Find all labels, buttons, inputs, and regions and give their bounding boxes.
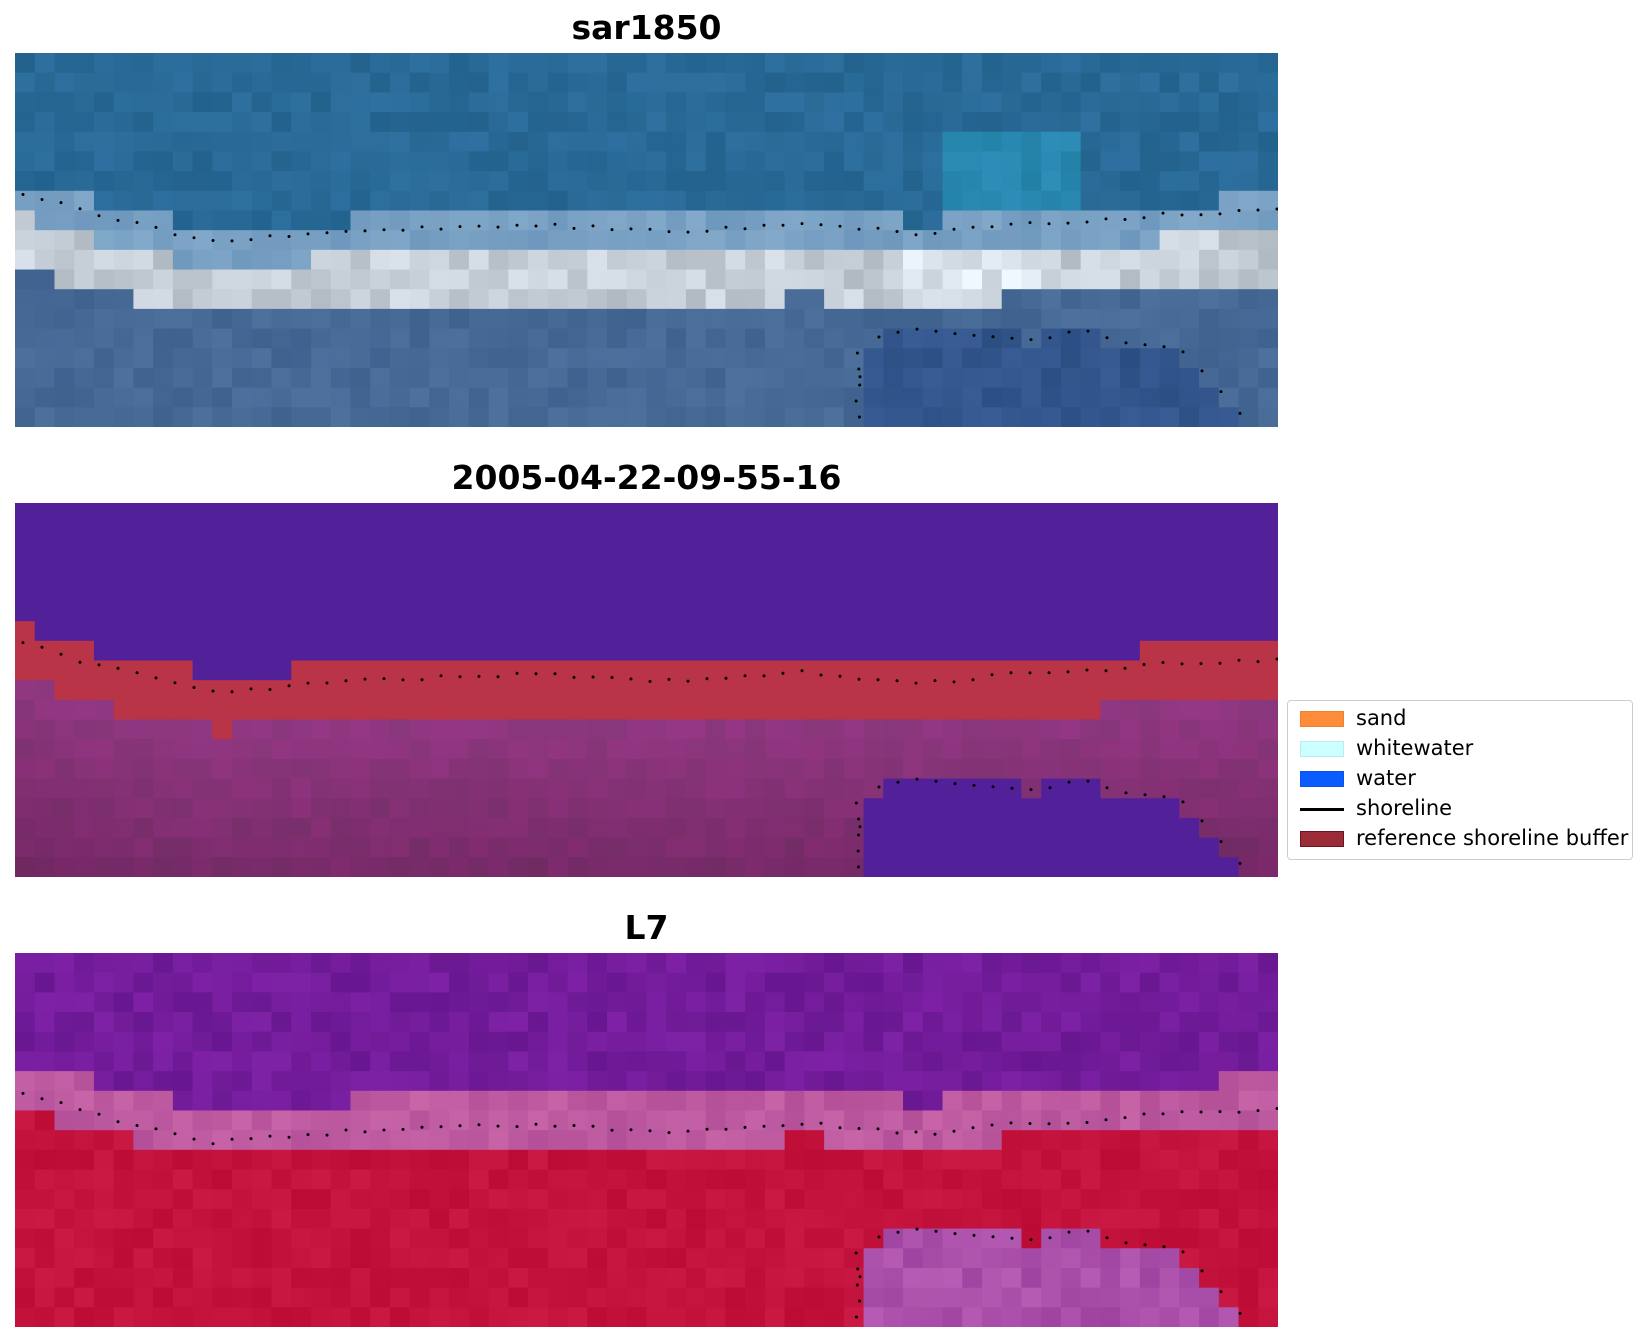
legend-item-whitewater: whitewater [1294, 733, 1630, 763]
index-image-l7 [15, 953, 1278, 1327]
satellite-image-rgb [15, 53, 1278, 427]
panel-title-1: sar1850 [571, 8, 722, 47]
reference-buffer-swatch [1300, 831, 1344, 847]
panel-title-3: L7 [624, 908, 669, 947]
legend-item-sand: sand [1294, 703, 1630, 733]
panel-title-2: 2005-04-22-09-55-16 [451, 458, 842, 497]
legend-item-reference-buffer: reference shoreline buffer [1294, 823, 1630, 853]
legend-label: sand [1356, 706, 1407, 730]
legend: sand whitewater water shoreline referenc… [1287, 700, 1633, 860]
legend-label: reference shoreline buffer [1356, 826, 1629, 850]
classified-image [15, 503, 1278, 877]
legend-item-shoreline: shoreline [1294, 793, 1630, 823]
sand-swatch [1300, 711, 1344, 727]
legend-label: water [1356, 766, 1416, 790]
legend-label: shoreline [1356, 796, 1453, 820]
legend-item-water: water [1294, 763, 1630, 793]
shoreline-line-swatch [1300, 808, 1344, 811]
water-swatch [1300, 771, 1344, 787]
legend-label: whitewater [1356, 736, 1474, 760]
whitewater-swatch [1300, 741, 1344, 757]
